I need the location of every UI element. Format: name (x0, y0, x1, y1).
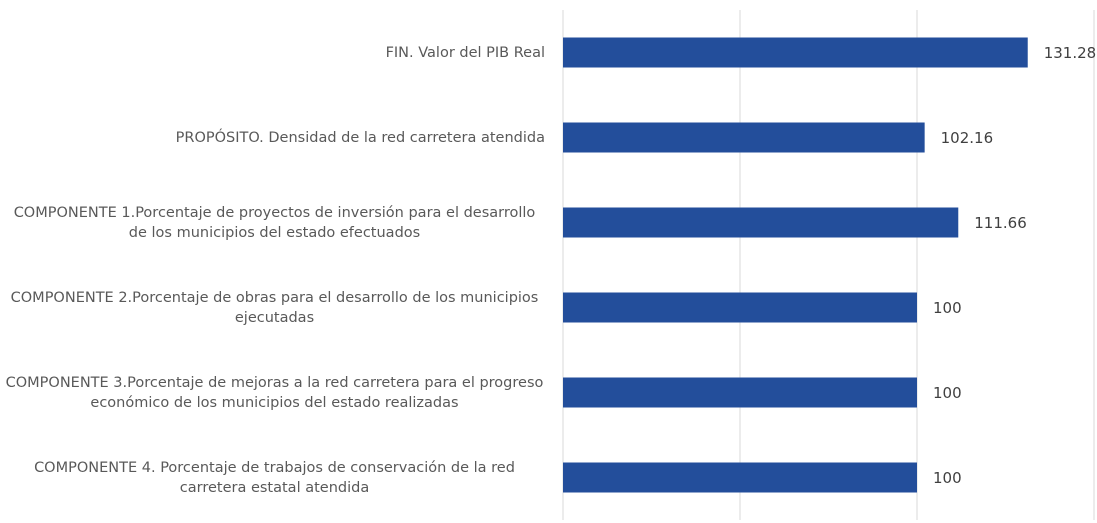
value-label: 131.28 (1044, 44, 1097, 62)
bar (563, 462, 917, 493)
category-label: COMPONENTE 4. Porcentaje de trabajos de … (34, 459, 515, 496)
value-label: 100 (933, 299, 962, 317)
value-label: 100 (933, 384, 962, 402)
bar (563, 37, 1028, 68)
category-label: COMPONENTE 2.Porcentaje de obras para el… (10, 289, 539, 326)
category-label: COMPONENTE 1.Porcentaje de proyectos de … (13, 204, 536, 241)
category-label: COMPONENTE 3.Porcentaje de mejoras a la … (5, 374, 544, 411)
bar (563, 292, 917, 323)
value-label: 111.66 (974, 214, 1026, 232)
bar (563, 207, 959, 238)
bar (563, 122, 925, 153)
category-label-box: COMPONENTE 1.Porcentaje de proyectos de … (4, 183, 545, 263)
value-label: 100 (933, 469, 962, 487)
category-label: FIN. Valor del PIB Real (385, 44, 545, 61)
category-label-box: COMPONENTE 2.Porcentaje de obras para el… (4, 268, 545, 348)
category-label-box: COMPONENTE 3.Porcentaje de mejoras a la … (4, 353, 545, 433)
category-label: PROPÓSITO. Densidad de la red carretera … (175, 129, 545, 146)
value-label: 102.16 (941, 129, 994, 147)
bar (563, 377, 917, 408)
category-label-box: COMPONENTE 4. Porcentaje de trabajos de … (4, 438, 545, 518)
category-label-box: FIN. Valor del PIB Real (4, 13, 545, 93)
category-label-box: PROPÓSITO. Densidad de la red carretera … (4, 98, 545, 178)
